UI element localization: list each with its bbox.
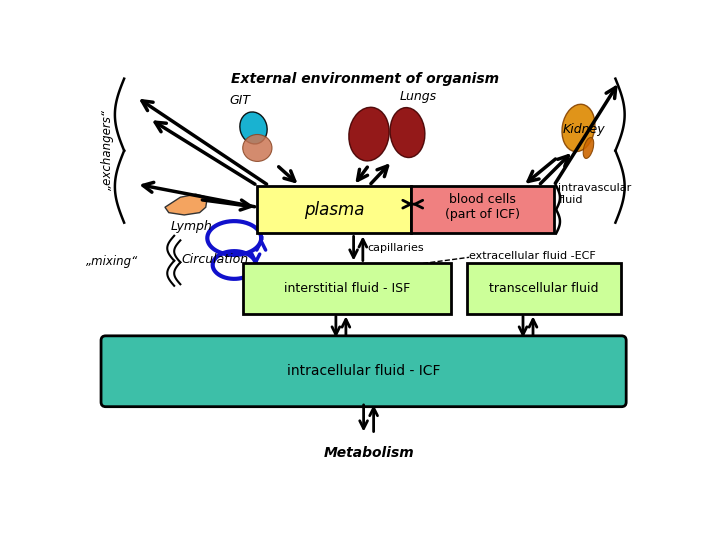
Text: Lymph: Lymph xyxy=(171,220,213,233)
Text: transcellular fluid: transcellular fluid xyxy=(489,282,598,295)
Text: blood cells
(part of ICF): blood cells (part of ICF) xyxy=(445,193,520,221)
Ellipse shape xyxy=(390,107,425,158)
FancyBboxPatch shape xyxy=(101,336,626,407)
Text: GIT: GIT xyxy=(230,94,251,107)
FancyBboxPatch shape xyxy=(257,186,411,233)
Ellipse shape xyxy=(562,104,595,152)
Text: Kidney: Kidney xyxy=(563,123,606,136)
Text: Metabolism: Metabolism xyxy=(323,446,415,460)
Text: extracellular fluid -ECF: extracellular fluid -ECF xyxy=(469,251,596,261)
FancyBboxPatch shape xyxy=(411,186,554,233)
Text: intracellular fluid - ICF: intracellular fluid - ICF xyxy=(287,364,441,378)
Ellipse shape xyxy=(348,107,390,161)
FancyBboxPatch shape xyxy=(243,264,451,314)
Ellipse shape xyxy=(583,138,594,158)
Ellipse shape xyxy=(240,112,267,144)
Text: plasma: plasma xyxy=(304,200,364,219)
Text: „mixing“: „mixing“ xyxy=(86,255,138,268)
Text: Circulation: Circulation xyxy=(181,253,248,266)
Text: „exchangers“: „exchangers“ xyxy=(101,109,114,190)
Text: intravascular
fluid: intravascular fluid xyxy=(559,184,631,205)
Text: Lungs: Lungs xyxy=(400,90,437,103)
FancyBboxPatch shape xyxy=(467,264,621,314)
Text: capillaries: capillaries xyxy=(367,244,424,253)
Polygon shape xyxy=(165,194,207,215)
Text: interstitial fluid - ISF: interstitial fluid - ISF xyxy=(284,282,410,295)
Text: External environment of organism: External environment of organism xyxy=(231,72,499,86)
Ellipse shape xyxy=(243,134,272,161)
